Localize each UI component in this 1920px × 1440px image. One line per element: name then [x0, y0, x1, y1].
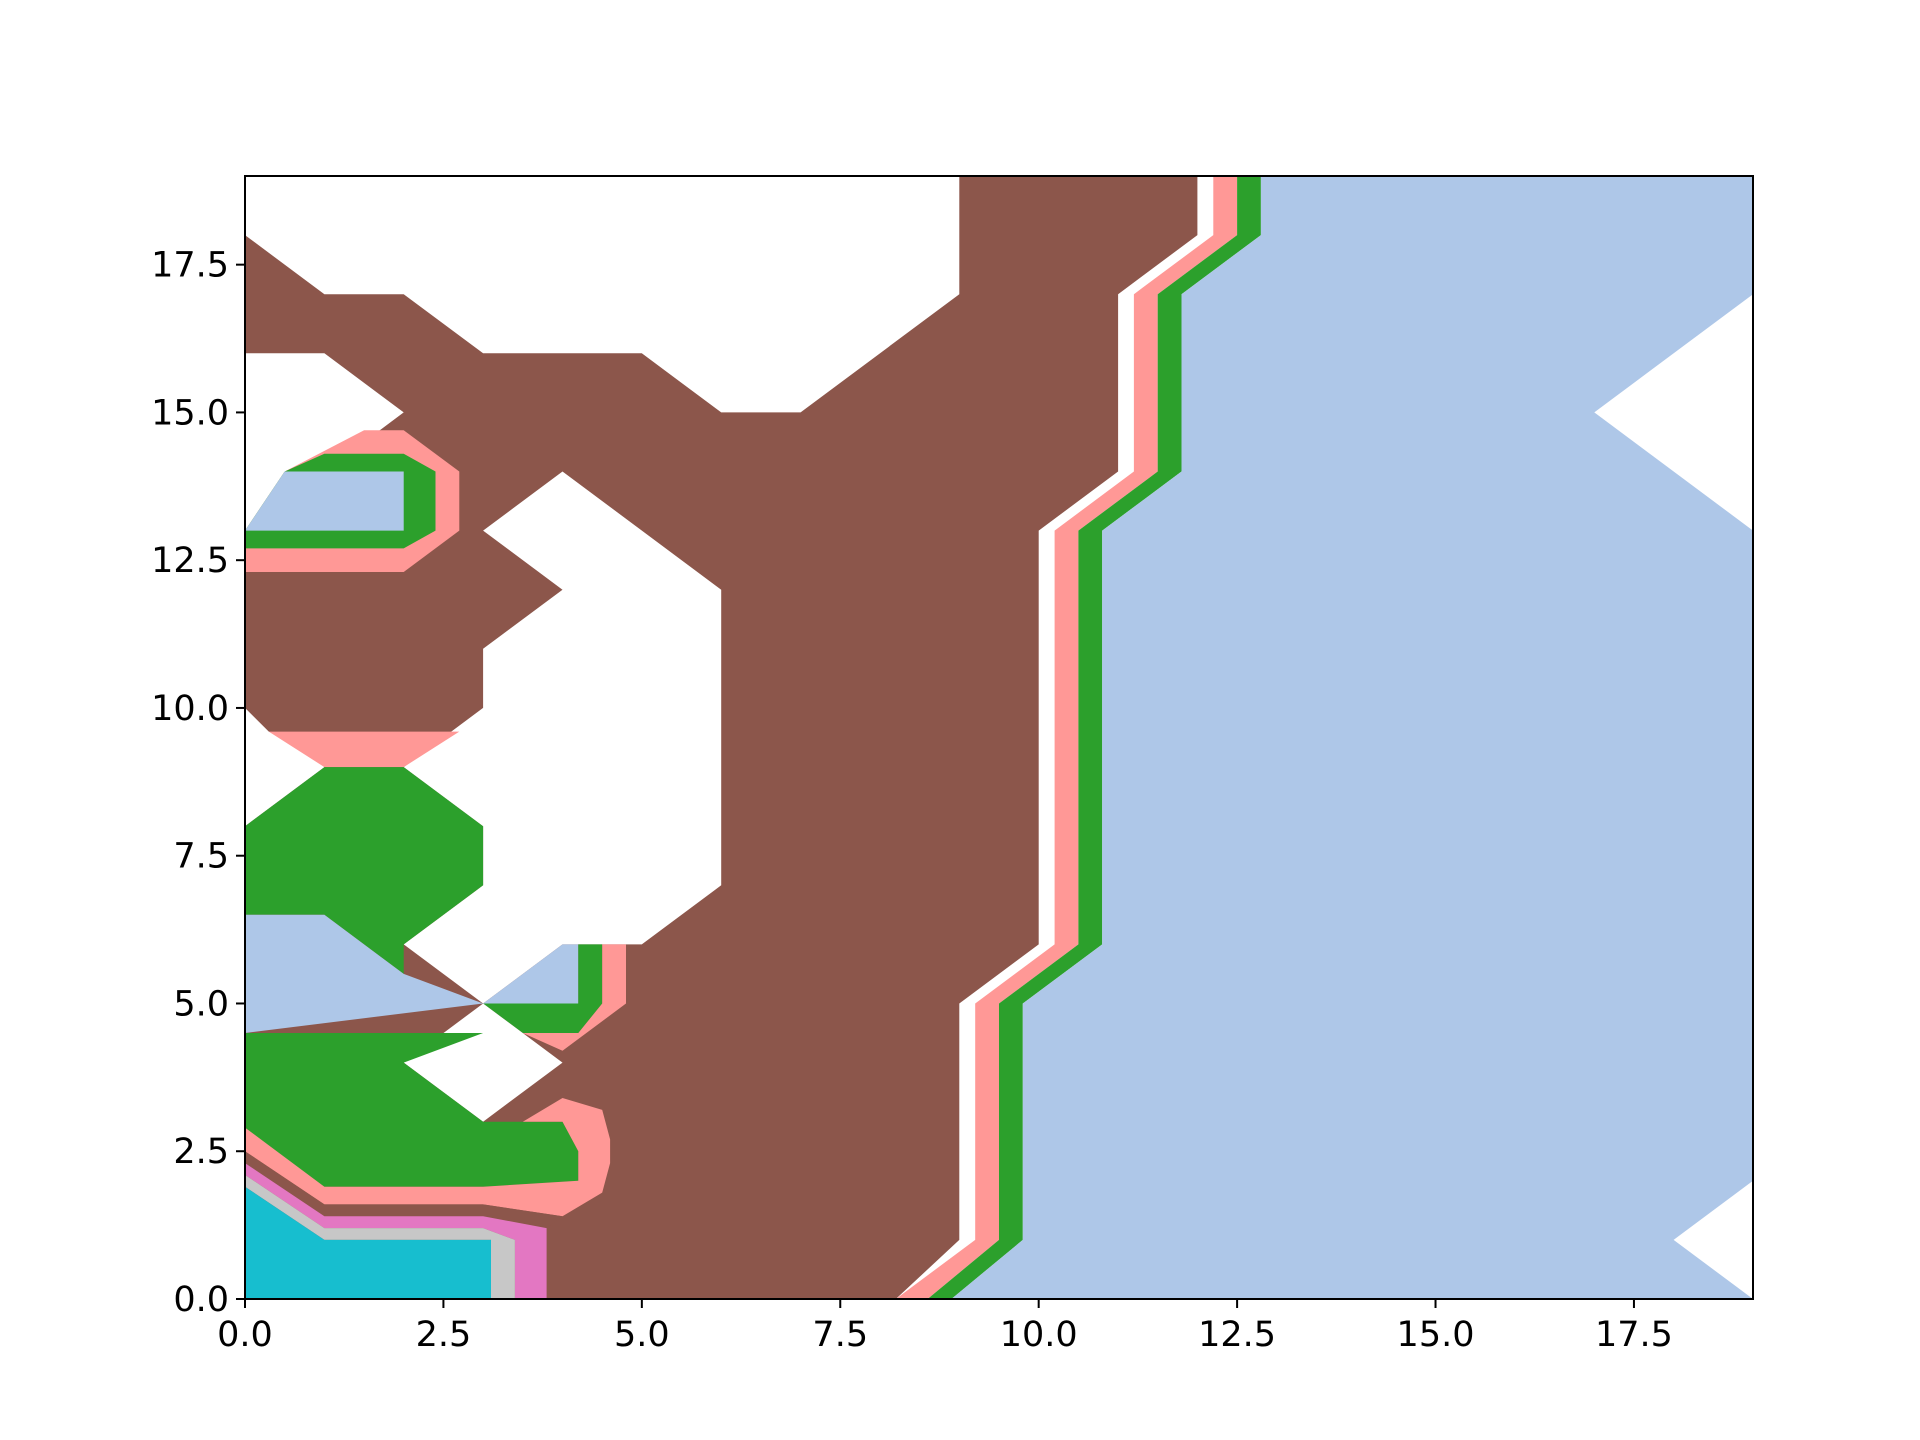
contour-region-light_blue-10	[245, 471, 404, 531]
y-tick-label: 5.0	[173, 984, 229, 1024]
contour-region-pink-1	[895, 176, 1238, 1299]
contour-region-white-11	[403, 471, 722, 1004]
contour-region-green-2	[927, 176, 1261, 1299]
contour-region-white-4	[1594, 294, 1753, 531]
y-tick-label: 7.5	[173, 837, 229, 877]
contour-region-pink-12	[245, 731, 460, 768]
x-tick-label: 12.5	[1198, 1315, 1276, 1355]
axes-frame	[244, 175, 1754, 1300]
contour-region-green-19	[245, 1033, 579, 1187]
contour-region-green-16	[483, 944, 603, 1033]
contour-region-green-14	[245, 767, 484, 974]
contour-region-light_blue-3	[951, 176, 1753, 1299]
contour-region-white-13	[245, 707, 325, 827]
x-axis: 0.0 2.5 5.0 7.5 10.0 12.5 15.0 17.5	[217, 1299, 1673, 1355]
contour-regions	[245, 176, 1753, 1299]
x-tick-label: 2.5	[416, 1315, 472, 1355]
y-tick-label: 12.5	[151, 541, 229, 581]
y-tick-label: 0.0	[173, 1280, 229, 1320]
x-tick-label: 10.0	[1000, 1315, 1078, 1355]
y-tick-label: 2.5	[173, 1132, 229, 1172]
contour-region-light_blue-15	[245, 914, 579, 1033]
x-tick-label: 5.0	[614, 1315, 670, 1355]
contour-region-cyan-24	[245, 1186, 491, 1299]
y-axis: 0.0 2.5 5.0 7.5 10.0 12.5 15.0 17.5	[151, 246, 245, 1320]
x-tick-label: 17.5	[1595, 1315, 1673, 1355]
contour-region-brown-21	[245, 1151, 563, 1229]
contour-region-orchid-22	[245, 1163, 547, 1299]
contour-region-white-6	[245, 176, 960, 413]
contour-region-white-5	[1673, 1180, 1753, 1299]
x-tick-label: 0.0	[217, 1315, 273, 1355]
contour-region-pink-17	[522, 944, 626, 1051]
x-tick-label: 7.5	[812, 1315, 868, 1355]
contour-region-gray-23	[245, 1174, 515, 1299]
x-tick-label: 15.0	[1397, 1315, 1475, 1355]
contour-region-pink-20	[245, 1098, 611, 1217]
y-tick-label: 10.0	[151, 689, 229, 729]
y-tick-label: 17.5	[151, 246, 229, 286]
y-tick-label: 15.0	[151, 393, 229, 433]
